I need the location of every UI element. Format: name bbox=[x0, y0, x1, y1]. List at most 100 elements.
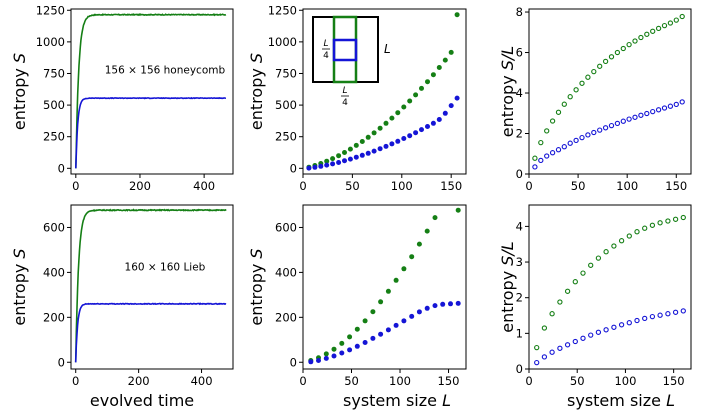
point-blue bbox=[308, 359, 314, 365]
x-tick-label: 50 bbox=[345, 179, 360, 193]
xlabel-system-size-right: system size L bbox=[567, 391, 675, 410]
point-green bbox=[407, 98, 413, 104]
point-blue bbox=[448, 301, 453, 307]
y-tick-label: 0 bbox=[58, 161, 65, 175]
point-blue bbox=[378, 331, 384, 337]
point-blue bbox=[591, 129, 597, 136]
point-blue bbox=[419, 127, 424, 133]
panel-annotation: 156 × 156 honeycomb bbox=[105, 64, 226, 76]
point-green bbox=[339, 340, 345, 346]
point-green bbox=[370, 309, 376, 315]
point-blue bbox=[642, 315, 648, 322]
point-green bbox=[561, 101, 567, 107]
y-axis-label: entropy S bbox=[247, 248, 266, 325]
point-blue bbox=[424, 305, 430, 311]
point-blue bbox=[614, 120, 621, 127]
point-green bbox=[632, 38, 638, 44]
y-tick-label: 400 bbox=[275, 265, 297, 279]
point-blue bbox=[385, 327, 391, 333]
point-green bbox=[572, 279, 578, 285]
point-green bbox=[430, 72, 436, 78]
point-green bbox=[602, 58, 609, 65]
point-green bbox=[436, 65, 442, 70]
point-blue bbox=[585, 132, 591, 138]
point-green bbox=[324, 158, 330, 164]
x-tick-label: 150 bbox=[438, 374, 460, 388]
axes-frame bbox=[70, 204, 234, 370]
point-blue bbox=[312, 164, 318, 170]
point-green bbox=[626, 233, 632, 239]
point-green bbox=[448, 49, 454, 55]
point-blue bbox=[336, 160, 342, 165]
x-tick-label: 100 bbox=[614, 374, 636, 388]
x-tick-label: 150 bbox=[665, 179, 687, 193]
point-green bbox=[549, 311, 555, 317]
y-tick-label: 500 bbox=[43, 98, 65, 112]
point-green bbox=[377, 125, 383, 131]
y-tick-label: 4 bbox=[516, 219, 523, 233]
x-tick-label: 100 bbox=[616, 179, 638, 193]
inset-blue-box bbox=[332, 38, 358, 62]
point-green bbox=[603, 249, 609, 255]
x-tick-label: 50 bbox=[571, 179, 586, 193]
point-blue bbox=[549, 150, 556, 156]
point-blue bbox=[649, 313, 656, 320]
point-blue bbox=[655, 107, 662, 113]
point-green bbox=[591, 68, 597, 75]
series-line-green bbox=[75, 13, 227, 169]
point-green bbox=[365, 134, 371, 140]
point-green bbox=[378, 299, 384, 305]
point-green bbox=[642, 225, 648, 231]
point-blue bbox=[416, 309, 422, 315]
point-blue bbox=[679, 99, 685, 105]
point-green bbox=[672, 216, 679, 222]
point-blue bbox=[354, 343, 360, 349]
x-tick-label: 0 bbox=[299, 374, 306, 388]
point-blue bbox=[318, 163, 324, 169]
point-green bbox=[564, 288, 571, 294]
point-green bbox=[532, 155, 538, 161]
y-tick-label: 1000 bbox=[36, 35, 65, 49]
point-blue bbox=[442, 110, 448, 116]
series-line-blue bbox=[74, 302, 227, 363]
point-blue bbox=[430, 120, 436, 126]
y-tick-label: 0 bbox=[58, 355, 65, 369]
point-blue bbox=[597, 127, 603, 133]
y-axis-label: entropy S/L bbox=[498, 241, 517, 332]
point-blue bbox=[365, 150, 371, 156]
point-green bbox=[401, 104, 407, 110]
y-tick-label: 400 bbox=[43, 265, 65, 279]
y-tick-label: 2 bbox=[516, 291, 523, 305]
point-green bbox=[549, 118, 556, 124]
point-blue bbox=[383, 143, 389, 149]
point-blue bbox=[532, 164, 538, 170]
point-green bbox=[424, 228, 430, 234]
point-blue bbox=[347, 156, 353, 162]
point-green bbox=[432, 215, 438, 221]
point-blue bbox=[608, 122, 615, 129]
x-tick-label: 400 bbox=[193, 179, 215, 193]
point-blue bbox=[673, 101, 679, 108]
point-blue bbox=[432, 303, 438, 309]
point-blue bbox=[455, 300, 461, 306]
point-green bbox=[573, 87, 579, 93]
point-green bbox=[588, 262, 594, 268]
y-tick-label: 0 bbox=[290, 161, 297, 175]
x-tick-label: 200 bbox=[128, 374, 150, 388]
point-blue bbox=[626, 116, 632, 122]
point-green bbox=[680, 214, 686, 221]
y-tick-label: 1250 bbox=[36, 3, 65, 17]
y-tick-label: 3 bbox=[516, 255, 523, 269]
point-green bbox=[657, 220, 663, 226]
xlabel-evolved-time: evolved time bbox=[90, 391, 194, 410]
y-tick-label: 0 bbox=[290, 355, 297, 369]
point-blue bbox=[680, 308, 686, 314]
point-green bbox=[638, 34, 644, 41]
point-blue bbox=[620, 118, 626, 124]
y-tick-label: 1250 bbox=[268, 3, 297, 17]
y-axis-label: entropy S bbox=[10, 248, 29, 325]
point-green bbox=[567, 94, 573, 100]
point-blue bbox=[573, 137, 579, 144]
x-tick-label: 150 bbox=[440, 179, 462, 193]
